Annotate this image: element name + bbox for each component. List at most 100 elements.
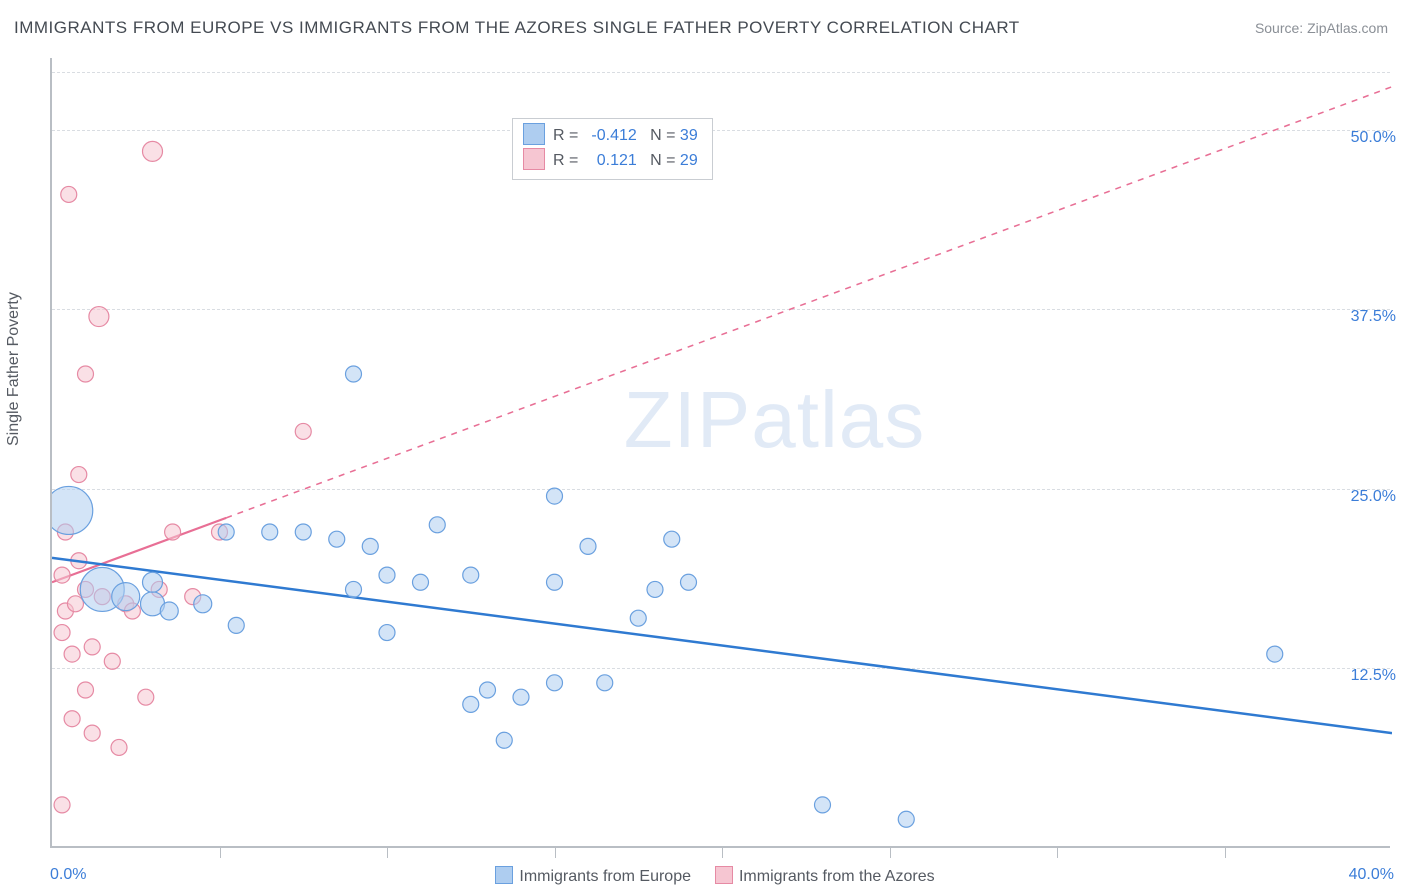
gridline — [52, 668, 1390, 669]
azores-point — [143, 141, 163, 161]
europe-point — [346, 581, 362, 597]
x-tick — [220, 846, 221, 858]
europe-point — [262, 524, 278, 540]
europe-point — [379, 625, 395, 641]
europe-point — [379, 567, 395, 583]
stats-row-europe: R = -0.412 N = 39 — [523, 123, 698, 148]
azores-point — [57, 524, 73, 540]
azores-point — [295, 423, 311, 439]
x-tick — [890, 846, 891, 858]
azores-point — [138, 689, 154, 705]
europe-point — [664, 531, 680, 547]
gridline — [52, 130, 1390, 131]
azores-point — [71, 553, 87, 569]
europe-point — [429, 517, 445, 533]
x-tick — [1057, 846, 1058, 858]
europe-point — [597, 675, 613, 691]
source-attribution: Source: ZipAtlas.com — [1255, 20, 1388, 36]
europe-point — [463, 567, 479, 583]
legend-label: Immigrants from Europe — [519, 868, 691, 885]
europe-point — [513, 689, 529, 705]
azores-point — [64, 646, 80, 662]
europe-point — [647, 581, 663, 597]
europe-point — [141, 592, 165, 616]
azores-point — [124, 603, 140, 619]
r-value: -0.412 — [583, 124, 637, 148]
r-value: 0.121 — [583, 149, 637, 173]
europe-point — [160, 602, 178, 620]
europe-point — [218, 524, 234, 540]
europe-point — [329, 531, 345, 547]
bottom-legend: Immigrants from Europe Immigrants from th… — [0, 866, 1406, 886]
correlation-stats-box: R = -0.412 N = 39R = 0.121 N = 29 — [512, 118, 713, 180]
chart-svg — [52, 58, 1392, 848]
azores-point — [61, 186, 77, 202]
azores-point — [54, 797, 70, 813]
europe-point — [228, 617, 244, 633]
azores-point — [84, 639, 100, 655]
x-tick — [555, 846, 556, 858]
azores-point — [78, 581, 94, 597]
europe-point — [1267, 646, 1283, 662]
europe-point — [463, 696, 479, 712]
europe-point — [295, 524, 311, 540]
azores-point — [78, 366, 94, 382]
europe-point — [547, 675, 563, 691]
azores-point — [104, 653, 120, 669]
azores-point — [94, 589, 110, 605]
n-label: N = — [637, 127, 680, 144]
azores-point — [111, 739, 127, 755]
europe-point — [547, 574, 563, 590]
europe-point — [480, 682, 496, 698]
r-label: R = — [553, 152, 583, 169]
azores-point — [118, 596, 134, 612]
watermark: ZIPatlas — [624, 374, 925, 466]
x-tick — [387, 846, 388, 858]
europe-point — [346, 366, 362, 382]
legend-swatch-icon — [715, 866, 733, 884]
n-value: 39 — [680, 127, 698, 144]
europe-point — [547, 488, 563, 504]
azores-point — [54, 625, 70, 641]
y-tick-label: 50.0% — [1351, 129, 1396, 147]
stats-row-azores: R = 0.121 N = 29 — [523, 148, 698, 173]
azores-swatch-icon — [523, 148, 545, 170]
chart-title: IMMIGRANTS FROM EUROPE VS IMMIGRANTS FRO… — [14, 18, 1020, 38]
y-axis-label: Single Father Poverty — [5, 292, 23, 446]
azores-point — [151, 581, 167, 597]
azores-point — [165, 524, 181, 540]
europe-point — [681, 574, 697, 590]
gridline — [52, 72, 1390, 73]
europe-point — [362, 538, 378, 554]
europe-point — [898, 811, 914, 827]
plot-area: ZIPatlas R = -0.412 N = 39R = 0.121 N = … — [50, 58, 1390, 848]
r-label: R = — [553, 127, 583, 144]
n-value: 29 — [680, 152, 698, 169]
n-label: N = — [637, 152, 680, 169]
y-tick-label: 25.0% — [1351, 488, 1396, 506]
azores-point — [185, 589, 201, 605]
europe-point — [413, 574, 429, 590]
azores-point — [71, 467, 87, 483]
europe-point — [496, 732, 512, 748]
europe-point — [112, 583, 140, 611]
azores-point — [54, 567, 70, 583]
azores-point — [64, 711, 80, 727]
europe-point — [143, 572, 163, 592]
azores-point — [67, 596, 83, 612]
azores-point — [78, 682, 94, 698]
y-tick-label: 37.5% — [1351, 308, 1396, 326]
gridline — [52, 309, 1390, 310]
europe-point — [815, 797, 831, 813]
y-tick-label: 12.5% — [1351, 667, 1396, 685]
europe-point — [630, 610, 646, 626]
europe-trendline — [52, 558, 1392, 733]
azores-point — [212, 524, 228, 540]
europe-point — [80, 567, 124, 611]
europe-point — [52, 486, 93, 534]
europe-point — [580, 538, 596, 554]
azores-point — [84, 725, 100, 741]
azores-point — [57, 603, 73, 619]
legend-swatch-icon — [495, 866, 513, 884]
legend-label: Immigrants from the Azores — [739, 868, 935, 885]
